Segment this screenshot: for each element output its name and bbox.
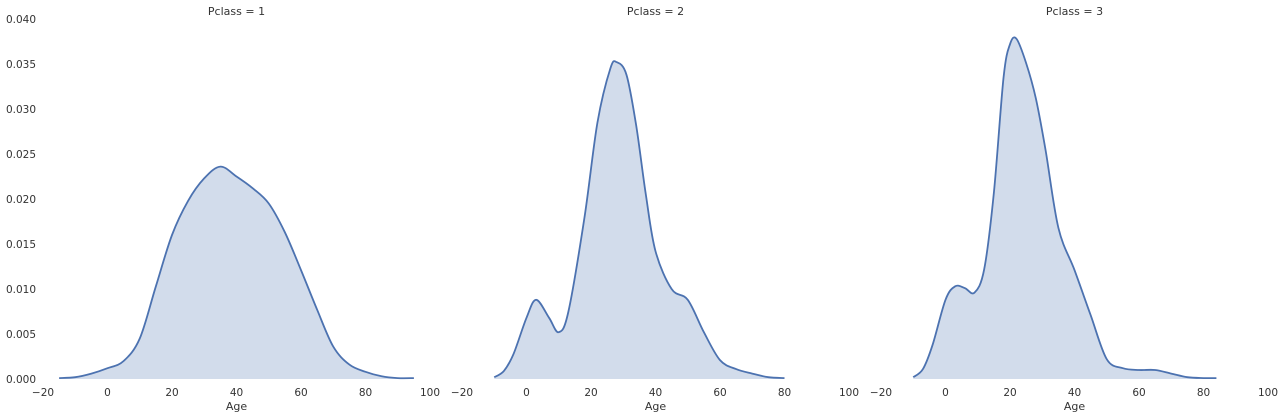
x-tick-label: 60	[294, 387, 307, 399]
y-tick-label: 0.015	[6, 239, 36, 251]
density-area-3	[913, 37, 1217, 380]
density-area-1	[59, 166, 414, 379]
x-tick-label: 40	[1068, 387, 1081, 399]
x-tick-label: 80	[778, 387, 791, 399]
x-axis-label: Age	[226, 400, 248, 413]
panel-title: Pclass = 1	[208, 5, 265, 18]
y-tick-label: 0.040	[6, 14, 36, 26]
x-tick-label: 40	[649, 387, 662, 399]
x-tick-label: 80	[1197, 387, 1210, 399]
x-tick-label: 80	[359, 387, 372, 399]
y-tick-label: 0.035	[6, 59, 36, 71]
density-area-2	[494, 61, 785, 379]
x-tick-label: 100	[420, 387, 440, 399]
x-tick-label: 20	[584, 387, 597, 399]
density-line-3	[912, 36, 1217, 380]
x-tick-label: 60	[713, 387, 726, 399]
x-tick-label: 0	[523, 387, 530, 399]
x-tick-label: 20	[165, 387, 178, 399]
x-tick-label: 0	[942, 387, 949, 399]
x-tick-label: 0	[104, 387, 111, 399]
x-axis-label: Age	[1064, 400, 1086, 413]
y-tick-label: 0.020	[6, 194, 36, 206]
y-tick-label: 0.005	[6, 329, 36, 341]
x-axis-label: Age	[645, 400, 667, 413]
density-line-1	[59, 165, 414, 380]
panel-title: Pclass = 3	[1046, 5, 1103, 18]
y-tick-label: 0.000	[6, 374, 36, 386]
x-tick-label: −20	[870, 387, 892, 399]
y-tick-label: 0.010	[6, 284, 36, 296]
x-tick-label: 40	[230, 387, 243, 399]
x-tick-label: 100	[839, 387, 859, 399]
density-line-2	[493, 60, 785, 379]
x-tick-label: −20	[451, 387, 473, 399]
y-tick-label: 0.025	[6, 149, 36, 161]
x-tick-label: 60	[1132, 387, 1145, 399]
y-tick-label: 0.030	[6, 104, 36, 116]
x-tick-label: −20	[32, 387, 54, 399]
panel-title: Pclass = 2	[627, 5, 684, 18]
x-tick-label: 100	[1258, 387, 1278, 399]
x-tick-label: 20	[1003, 387, 1016, 399]
